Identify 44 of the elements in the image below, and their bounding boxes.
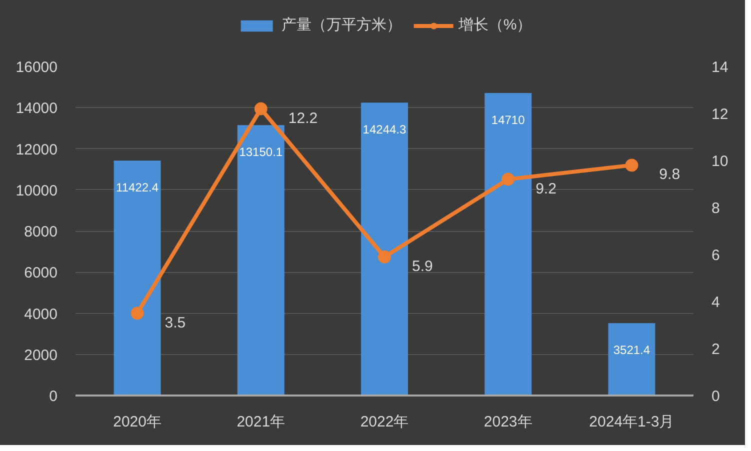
- x-tick-label: 2023年: [484, 414, 532, 430]
- y-tick-label: 16000: [16, 59, 58, 76]
- data-label: 3521.4: [613, 343, 650, 358]
- x-tick-label: 2021年: [236, 414, 286, 430]
- data-label: 13150.1: [239, 145, 283, 160]
- bar: [608, 323, 656, 396]
- data-label: 5.9: [412, 258, 433, 275]
- point: [502, 172, 515, 186]
- legend-label: 产量（万平方米）: [281, 16, 402, 34]
- y-tick-label: 10000: [16, 182, 58, 200]
- y2-tick-label: 4: [712, 294, 720, 311]
- data-label: 3.5: [164, 314, 186, 332]
- y-tick-label: 6000: [24, 264, 58, 282]
- data-label: 12.2: [288, 110, 318, 127]
- data-label: 9.8: [659, 166, 680, 184]
- x-tick-label: 2022年: [360, 414, 409, 430]
- bar: [361, 102, 408, 396]
- bar: [484, 93, 532, 396]
- data-label: 11422.4: [116, 180, 159, 195]
- y2-tick-label: 6: [712, 247, 720, 264]
- data-label: 9.2: [536, 180, 556, 198]
- y2-tick-label: 2: [712, 341, 720, 358]
- bar: [237, 125, 284, 396]
- x-tick-label: 2024年1-3月: [589, 414, 674, 430]
- y-tick-label: 0: [49, 388, 58, 405]
- bar: [114, 160, 161, 396]
- y-tick-label: 8000: [24, 224, 58, 240]
- y2-tick-label: 8: [712, 200, 720, 217]
- point: [254, 102, 268, 116]
- y-tick-label: 2000: [24, 346, 58, 364]
- data-label: 14244.3: [362, 122, 407, 137]
- x-tick-label: 2020年: [113, 414, 162, 430]
- data-label: 14710: [491, 113, 526, 128]
- y2-tick-label: 0: [712, 388, 720, 405]
- point: [130, 306, 144, 320]
- y2-tick-label: 12: [712, 106, 728, 123]
- legend-label: 增长（%）: [458, 16, 532, 34]
- y2-tick-label: 10: [712, 153, 728, 170]
- point: [625, 158, 638, 172]
- point: [378, 250, 391, 264]
- y2-tick-label: 14: [712, 59, 728, 76]
- y-tick-label: 12000: [16, 141, 58, 158]
- y-tick-label: 4000: [24, 306, 58, 323]
- y-tick-label: 14000: [16, 100, 58, 118]
